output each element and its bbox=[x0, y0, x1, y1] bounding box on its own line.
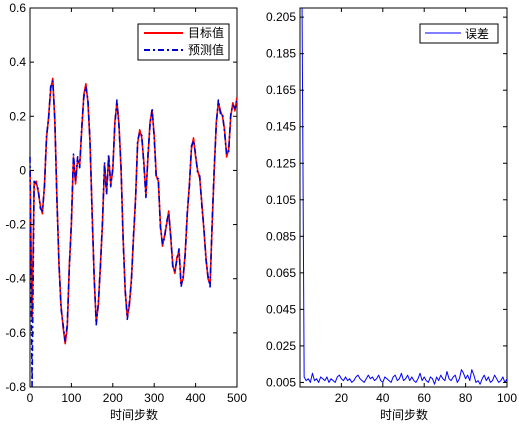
left-x-tick-label: 0 bbox=[27, 391, 34, 405]
left-x-tick-label: 100 bbox=[61, 391, 81, 405]
right-x-axis-label: 时间步数 bbox=[380, 407, 428, 422]
right-y-tick-label: 0.105 bbox=[266, 193, 296, 207]
left-y-tick-label: -0.8 bbox=[5, 380, 26, 394]
right-x-tick-label: 60 bbox=[418, 391, 432, 405]
left-x-tick-label: 200 bbox=[103, 391, 123, 405]
right-y-tick-label: 0.125 bbox=[266, 156, 296, 170]
left-y-tick-label: -0.2 bbox=[5, 218, 26, 232]
right-y-tick-label: 0.205 bbox=[266, 10, 296, 24]
left-x-tick-label: 300 bbox=[144, 391, 164, 405]
left-series-line-1 bbox=[29, 80, 238, 388]
left-y-tick-label: 0.6 bbox=[9, 1, 26, 15]
left-y-tick-label: 0.2 bbox=[9, 109, 26, 123]
right-y-tick-label: 0.005 bbox=[266, 375, 296, 389]
left-x-tick-label: 500 bbox=[227, 391, 247, 405]
legend-label-predicted: 预测值 bbox=[188, 42, 224, 57]
right-series-line-0 bbox=[301, 7, 508, 385]
right-x-tick-label: 40 bbox=[376, 391, 390, 405]
left-y-tick-label: 0.4 bbox=[9, 55, 26, 69]
right-legend: 误差 bbox=[419, 23, 499, 44]
right-y-tick-label: 0.045 bbox=[266, 302, 296, 316]
left-legend-box bbox=[137, 23, 230, 61]
right-y-tick-label: 0.185 bbox=[266, 47, 296, 61]
left-legend: 目标值 预测值 bbox=[137, 23, 230, 61]
left-chart: -0.8 -0.6 -0.4 -0.2 0 0.2 0.4 0.6 0 100 200 300 400… bbox=[5, 1, 247, 422]
left-y-tick-label: 0 bbox=[19, 163, 26, 177]
left-x-tick-label: 400 bbox=[186, 391, 206, 405]
right-y-tick-label: 0.065 bbox=[266, 266, 296, 280]
left-y-tick-label: -0.6 bbox=[5, 326, 26, 340]
left-plot-area bbox=[29, 7, 238, 388]
right-y-ticks: 0.005 0.025 0.045 0.065 0.085 0.105 0.125 0.145… bbox=[266, 10, 507, 389]
right-y-tick-label: 0.165 bbox=[266, 83, 296, 97]
right-x-tick-label: 80 bbox=[459, 391, 473, 405]
right-plot-area bbox=[299, 7, 508, 388]
right-y-tick-label: 0.145 bbox=[266, 120, 296, 134]
right-series-group bbox=[301, 7, 508, 385]
left-y-tick-label: -0.4 bbox=[5, 272, 26, 286]
legend-label-target: 目标值 bbox=[188, 25, 224, 40]
left-series-group bbox=[29, 77, 238, 388]
right-y-tick-label: 0.085 bbox=[266, 229, 296, 243]
left-y-ticks: -0.8 -0.6 -0.4 -0.2 0 0.2 0.4 0.6 bbox=[5, 1, 237, 394]
right-x-ticks: 20 40 60 80 100 bbox=[335, 8, 517, 405]
right-chart: 0.005 0.025 0.045 0.065 0.085 0.105 0.125 0.145… bbox=[266, 7, 517, 422]
legend-label-error: 误差 bbox=[465, 27, 489, 41]
left-x-axis-label: 时间步数 bbox=[110, 407, 158, 422]
right-x-tick-label: 20 bbox=[335, 391, 349, 405]
left-x-ticks: 0 100 200 300 400 500 bbox=[27, 8, 247, 405]
right-y-tick-label: 0.025 bbox=[266, 339, 296, 353]
right-x-tick-label: 100 bbox=[497, 391, 517, 405]
